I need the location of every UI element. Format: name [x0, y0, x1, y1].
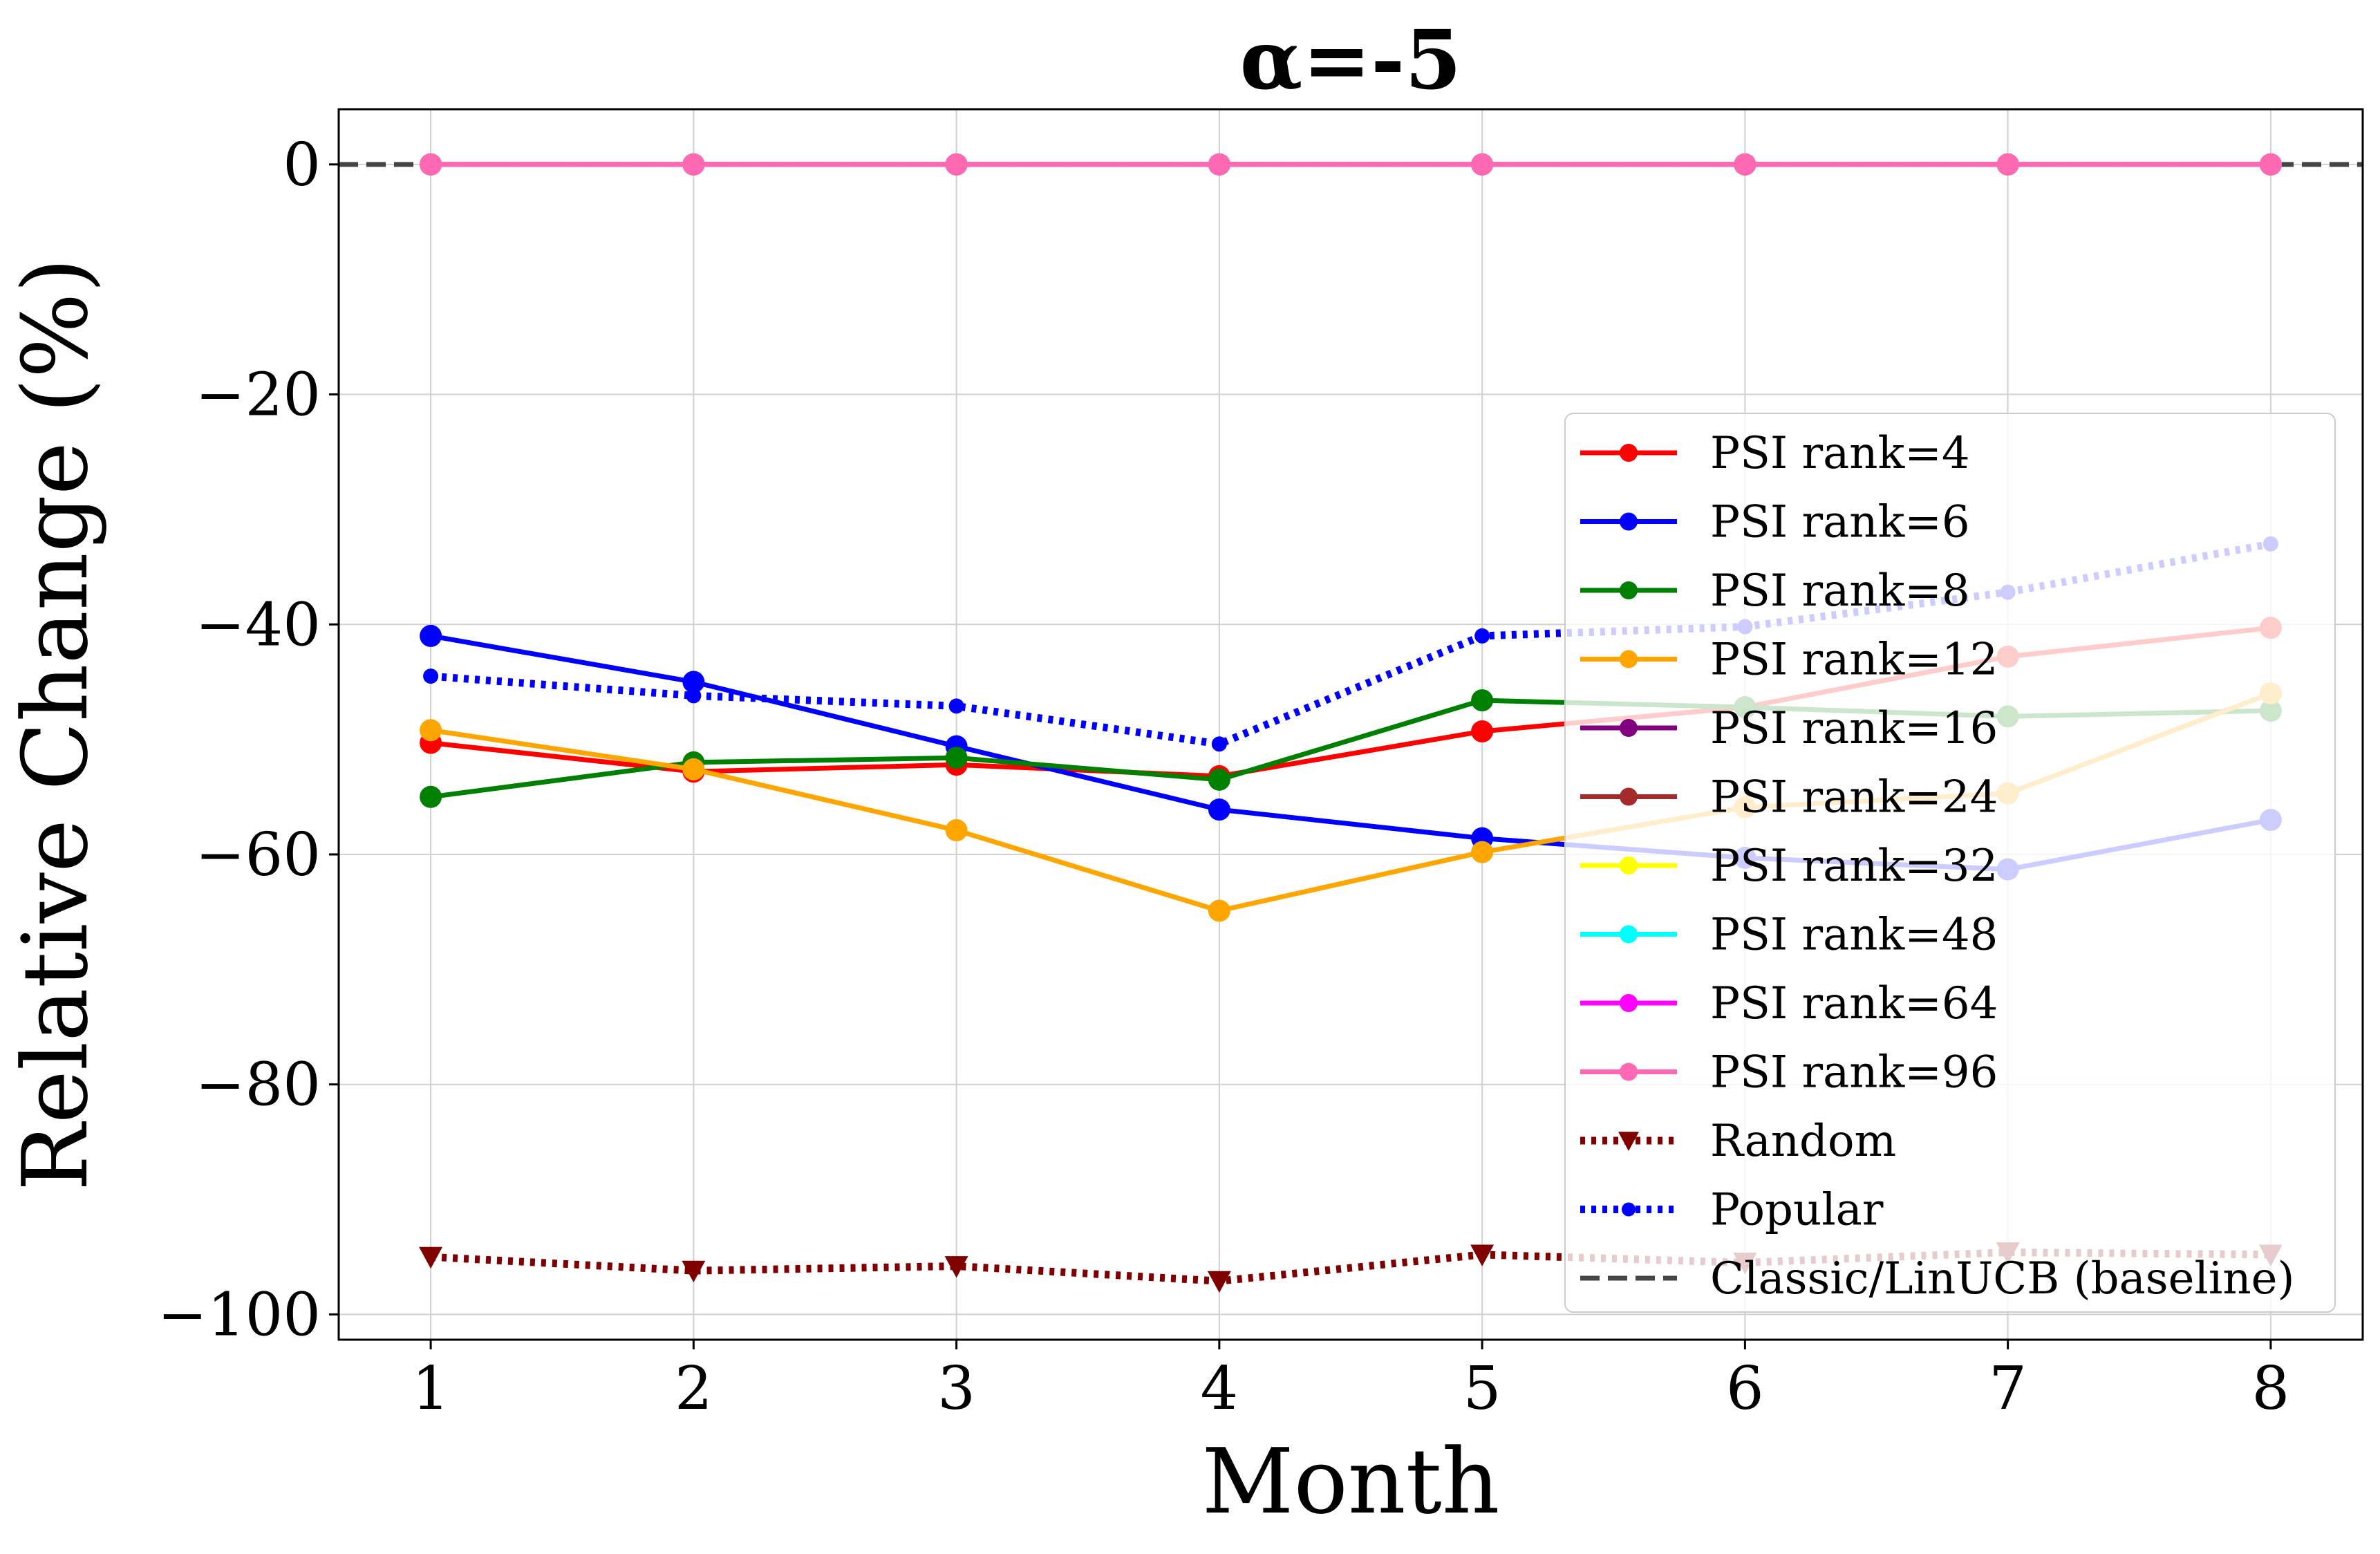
data-point-psi-rank-96 [1471, 153, 1494, 176]
series-line-random [430, 1248, 2271, 1285]
legend-label-psi-rank-4: PSI rank=4 [1710, 428, 1970, 479]
legend-label-popular: Popular [1710, 1185, 1884, 1236]
data-point-psi-rank-96 [682, 153, 705, 176]
x-tick-label: 1 [412, 1354, 450, 1423]
legend-label-psi-rank-24: PSI rank=24 [1710, 772, 1998, 823]
data-point-psi-rank-6 [420, 624, 442, 647]
series-psi-rank-96 [420, 153, 2282, 176]
data-point-psi-rank-96 [1734, 153, 1756, 176]
chart-title: α=-5 [1240, 12, 1462, 108]
legend-marker-psi-rank-16 [1620, 719, 1638, 737]
y-tick-label: −20 [196, 361, 321, 430]
data-point-popular [423, 668, 439, 684]
legend-marker-random [1618, 1132, 1639, 1151]
legend-marker-psi-rank-48 [1620, 925, 1638, 944]
data-point-psi-rank-96 [1208, 153, 1230, 176]
legend-label-random: Random [1710, 1116, 1896, 1167]
y-axis-label: Relative Change (%) [3, 258, 108, 1191]
x-tick-label: 5 [1463, 1354, 1501, 1423]
data-point-psi-rank-96 [945, 153, 968, 176]
legend-label-psi-rank-16: PSI rank=16 [1710, 703, 1998, 754]
x-tick-label: 3 [937, 1354, 975, 1423]
x-tick-label: 8 [2252, 1354, 2290, 1423]
legend-marker-psi-rank-6 [1620, 512, 1638, 531]
data-point-random [419, 1246, 443, 1269]
legend-label-classic-linucb-baseline: Classic/LinUCB (baseline) [1710, 1253, 2294, 1304]
y-tick-label: −60 [196, 821, 321, 890]
data-point-psi-rank-96 [420, 153, 442, 176]
data-point-psi-rank-12 [945, 819, 968, 842]
data-point-psi-rank-12 [420, 719, 442, 742]
legend-marker-psi-rank-12 [1620, 650, 1638, 668]
legend-label-psi-rank-64: PSI rank=64 [1710, 978, 1998, 1029]
x-axis-label: Month [1201, 1429, 1499, 1534]
data-point-popular [1211, 736, 1227, 752]
legend-marker-psi-rank-32 [1620, 856, 1638, 874]
data-point-psi-rank-8 [1208, 768, 1230, 791]
legend-marker-psi-rank-8 [1620, 581, 1638, 599]
x-tick-label: 2 [675, 1354, 713, 1423]
legend-label-psi-rank-8: PSI rank=8 [1710, 565, 1970, 617]
legend: PSI rank=4 PSI rank=6 PSI rank=8 PSI rank=1… [1564, 413, 2336, 1313]
data-point-psi-rank-8 [1471, 689, 1494, 712]
data-point-psi-rank-96 [2259, 153, 2282, 176]
data-point-psi-rank-6 [682, 671, 705, 693]
x-tick-label: 4 [1201, 1354, 1239, 1423]
y-tick-label: −100 [158, 1280, 321, 1349]
data-point-psi-rank-96 [1996, 153, 2019, 176]
plot-area-frame [337, 108, 2364, 1341]
legend-marker-popular [1622, 1202, 1636, 1217]
data-point-psi-rank-6 [1208, 798, 1230, 821]
legend-label-psi-rank-32: PSI rank=32 [1710, 841, 1998, 892]
legend-marker-psi-rank-64 [1620, 994, 1638, 1012]
y-tick-label: −80 [196, 1051, 321, 1120]
data-point-psi-rank-4 [1471, 720, 1494, 742]
legend-label-psi-rank-48: PSI rank=48 [1710, 910, 1998, 961]
data-point-popular [948, 698, 964, 714]
legend-marker-psi-rank-24 [1620, 787, 1638, 806]
data-point-psi-rank-12 [682, 758, 705, 780]
legend-marker-psi-rank-96 [1620, 1062, 1638, 1081]
y-tick-label: −40 [196, 590, 321, 659]
data-point-random [1470, 1244, 1494, 1266]
data-point-random [944, 1256, 968, 1278]
data-point-psi-rank-8 [420, 785, 442, 808]
legend-label-psi-rank-12: PSI rank=12 [1710, 635, 1998, 686]
x-tick-label: 6 [1726, 1354, 1764, 1423]
data-point-random [682, 1260, 706, 1283]
data-point-psi-rank-8 [945, 747, 968, 769]
legend-box [1564, 413, 2336, 1313]
y-tick-label: 0 [283, 131, 321, 200]
x-tick-label: 7 [1989, 1354, 2027, 1423]
data-point-psi-rank-12 [1208, 899, 1230, 922]
legend-label-psi-rank-96: PSI rank=96 [1710, 1047, 1998, 1098]
data-point-psi-rank-12 [1471, 841, 1494, 863]
legend-marker-psi-rank-4 [1620, 444, 1638, 462]
data-point-random [1207, 1271, 1231, 1293]
legend-label-psi-rank-6: PSI rank=6 [1710, 497, 1970, 548]
data-point-popular [1474, 628, 1490, 644]
